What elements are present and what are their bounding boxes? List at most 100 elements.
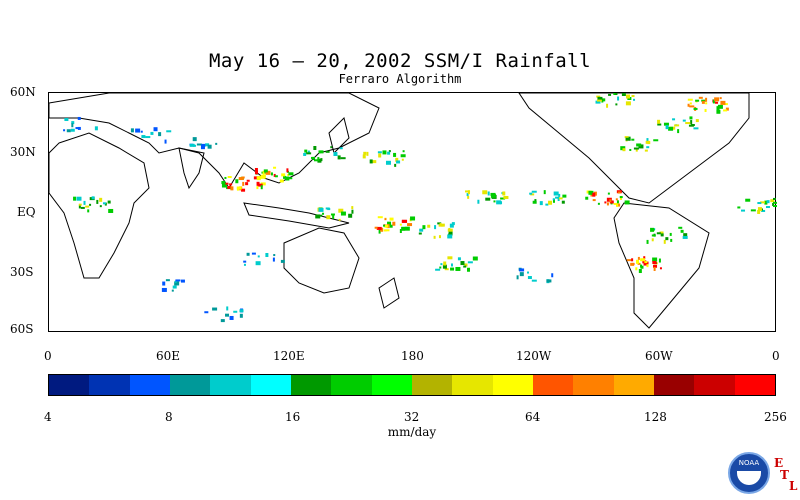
- rain-cell: [419, 228, 424, 232]
- rain-cell: [401, 219, 407, 223]
- rain-cell: [656, 232, 661, 235]
- lat-label-30n: 30N: [10, 145, 36, 159]
- rain-cell: [285, 176, 290, 181]
- rain-cell: [657, 119, 661, 124]
- rain-cell: [273, 173, 276, 177]
- rain-cell: [450, 267, 455, 271]
- lon-label-180: 180: [401, 349, 424, 363]
- rain-cell: [257, 255, 260, 258]
- etl-letter-t: T: [780, 468, 789, 482]
- rain-cell: [450, 263, 453, 267]
- rain-cell: [636, 259, 640, 264]
- rain-cell: [283, 175, 287, 179]
- rain-cell: [625, 101, 631, 106]
- rain-cell: [546, 279, 552, 283]
- rain-cell: [644, 261, 648, 264]
- rain-cell: [552, 198, 555, 203]
- rain-cell: [643, 256, 646, 260]
- rain-cell: [466, 193, 469, 197]
- rain-cell: [773, 205, 777, 208]
- rain-cell: [629, 148, 632, 151]
- rain-cell: [99, 197, 103, 202]
- rain-cell: [175, 279, 181, 282]
- rain-cell: [254, 170, 258, 175]
- rain-cell: [620, 146, 626, 151]
- rain-cell: [96, 199, 99, 204]
- rain-cell: [519, 268, 525, 272]
- rain-cell: [717, 104, 723, 109]
- rain-cell: [449, 223, 454, 228]
- rain-cell: [73, 196, 77, 201]
- lon-label-120w: 120W: [516, 349, 552, 363]
- rain-cell: [318, 207, 324, 212]
- rain-cell: [687, 98, 693, 101]
- rain-cell: [229, 183, 233, 186]
- rain-cell: [606, 197, 612, 202]
- rain-cell: [616, 200, 619, 204]
- rain-cell: [303, 152, 307, 156]
- rain-cell: [80, 206, 85, 209]
- rain-cell: [716, 106, 720, 111]
- rain-cell: [256, 176, 261, 181]
- rain-cell: [646, 264, 649, 268]
- rain-cell: [315, 214, 321, 219]
- rain-cell: [705, 102, 708, 105]
- rain-cell: [665, 237, 669, 241]
- rain-cell: [606, 103, 609, 108]
- rain-cell: [460, 261, 465, 266]
- rain-cell: [333, 152, 338, 157]
- rain-cell: [351, 206, 354, 210]
- rain-cell: [437, 222, 442, 225]
- colorbar-tick-8: 8: [165, 410, 173, 424]
- rain-cell: [646, 239, 649, 244]
- rain-cell: [239, 309, 244, 313]
- rain-cell: [500, 201, 503, 205]
- rain-cell: [701, 100, 705, 104]
- rain-layer: [63, 93, 777, 323]
- rain-cell: [330, 146, 333, 149]
- rain-cell: [317, 157, 320, 162]
- rain-cell: [715, 101, 719, 104]
- rain-cell: [701, 99, 707, 102]
- rain-cell: [433, 235, 436, 239]
- rain-cell: [389, 224, 393, 228]
- rain-cell: [94, 126, 98, 131]
- rain-cell: [527, 276, 532, 280]
- rain-cell: [153, 127, 158, 132]
- rain-cell: [720, 100, 726, 105]
- rain-cell: [225, 182, 229, 185]
- rain-cell: [539, 201, 543, 206]
- rain-cell: [263, 174, 266, 178]
- rain-cell: [690, 124, 695, 127]
- rain-cell: [487, 191, 490, 196]
- rain-cell: [251, 252, 256, 255]
- rain-cell: [626, 259, 632, 262]
- rain-cell: [221, 183, 227, 188]
- rain-cell: [773, 197, 776, 200]
- colorbar-swatch-3: [169, 375, 211, 395]
- noaa-logo-text: NOAA: [738, 459, 760, 467]
- rain-cell: [562, 194, 567, 198]
- rain-cell: [766, 200, 770, 204]
- rain-cell: [698, 96, 703, 99]
- rain-cell: [239, 313, 243, 318]
- rain-cell: [407, 223, 413, 227]
- map-canvas: [49, 93, 777, 329]
- rain-cell: [243, 263, 246, 266]
- rain-cell: [760, 208, 763, 211]
- rain-cell: [107, 200, 111, 204]
- rain-cell: [384, 224, 389, 228]
- rain-cell: [378, 229, 381, 234]
- rain-cell: [773, 201, 777, 204]
- rain-cell: [306, 152, 312, 155]
- rain-cell: [704, 108, 707, 112]
- rain-cell: [382, 150, 387, 155]
- rain-cell: [174, 280, 177, 283]
- rain-cell: [281, 173, 286, 177]
- rain-cell: [451, 222, 455, 226]
- rain-cell: [672, 118, 676, 121]
- rain-cell: [693, 107, 698, 110]
- rain-cell: [687, 103, 690, 107]
- rain-cell: [651, 238, 654, 242]
- rain-cell: [619, 196, 623, 199]
